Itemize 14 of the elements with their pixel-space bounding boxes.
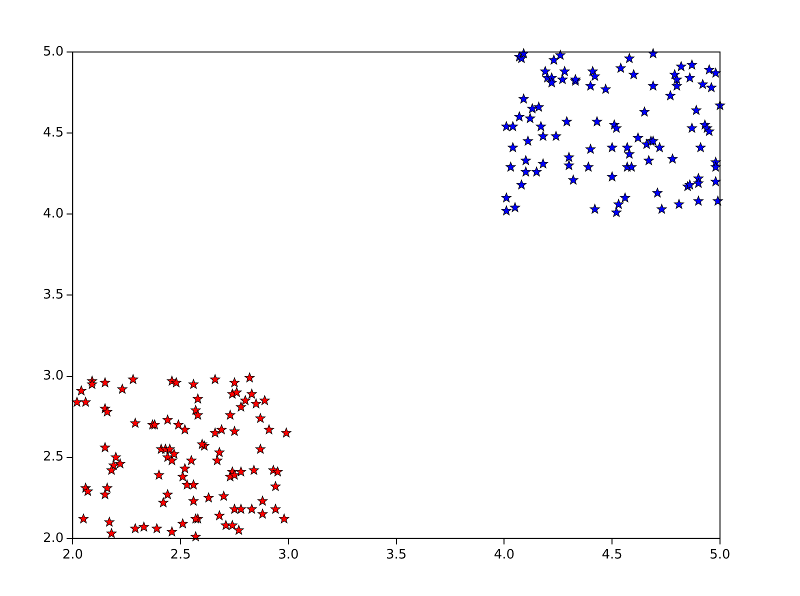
x-tick-label: 3.5 [386, 548, 407, 563]
x-tick-label: 4.0 [494, 548, 515, 563]
y-tick-label: 3.0 [42, 368, 64, 384]
y-tick-label: 2.5 [42, 450, 64, 465]
y-tick-label: 5.0 [42, 44, 64, 60]
x-tick-label: 5.0 [710, 548, 730, 563]
x-tick-label: 4.5 [602, 548, 622, 563]
y-tick-label: 4.5 [42, 125, 64, 140]
y-tick-label: 4.0 [42, 206, 64, 222]
y-tick-label: 2.0 [42, 530, 64, 546]
x-tick-label: 2.5 [170, 548, 191, 563]
x-tick-label: 2.0 [62, 548, 84, 563]
x-tick-label: 3.0 [278, 548, 299, 563]
y-tick-label: 3.5 [42, 288, 64, 303]
